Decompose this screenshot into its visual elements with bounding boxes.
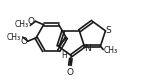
Text: CH₃: CH₃ (103, 46, 117, 55)
Text: O: O (28, 17, 35, 26)
Text: O: O (20, 37, 27, 46)
Text: O: O (66, 68, 73, 77)
Text: CH₃: CH₃ (14, 20, 29, 29)
Text: H: H (61, 51, 67, 60)
Text: N: N (84, 44, 90, 53)
Text: CH₃: CH₃ (7, 33, 21, 42)
Text: S: S (105, 26, 111, 35)
